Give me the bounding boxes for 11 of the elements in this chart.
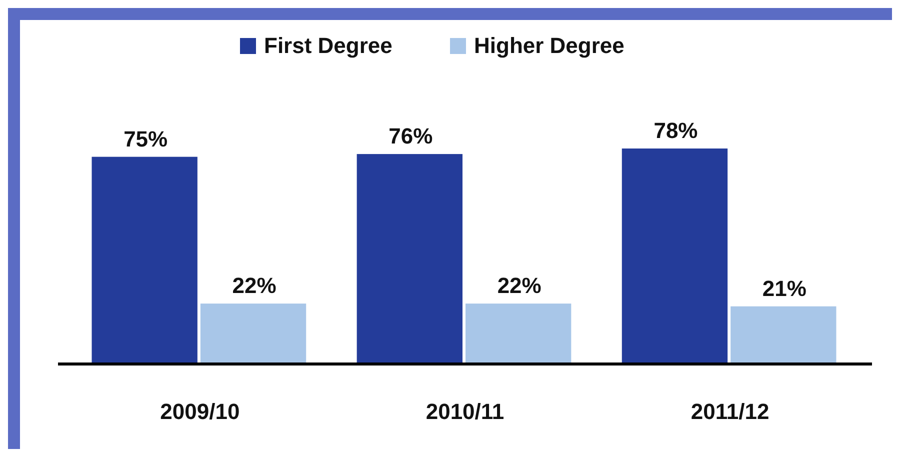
- x-tick-label: 2009/10: [160, 399, 240, 424]
- legend-label: Higher Degree: [474, 33, 624, 58]
- data-label: 76%: [388, 124, 433, 149]
- x-tick-label: 2011/12: [690, 399, 770, 424]
- data-label: 21%: [762, 276, 806, 301]
- x-tick-label: 2010/11: [426, 399, 504, 424]
- data-label: 75%: [124, 126, 168, 152]
- data-label: 22%: [497, 273, 542, 298]
- data-label: 78%: [654, 118, 698, 143]
- legend-label: First Degree: [264, 33, 392, 58]
- data-label: 22%: [232, 273, 276, 298]
